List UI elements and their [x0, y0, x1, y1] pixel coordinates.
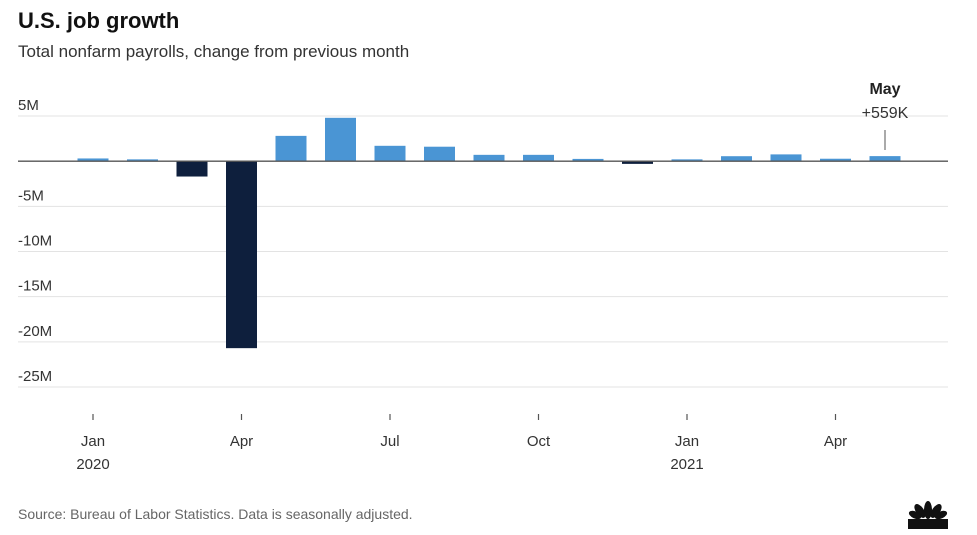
bar	[622, 161, 653, 164]
bar	[671, 159, 703, 162]
chart-title: U.S. job growth	[18, 8, 180, 33]
chart-subtitle: Total nonfarm payrolls, change from prev…	[18, 42, 410, 61]
bar	[820, 158, 851, 162]
bar	[275, 135, 307, 162]
bar	[374, 145, 406, 162]
y-tick-label: -10M	[18, 233, 52, 250]
x-tick-label: Jan	[81, 433, 105, 450]
bar	[523, 154, 554, 162]
cnbc-logo-icon	[908, 501, 948, 529]
x-tick-label: Oct	[527, 433, 551, 450]
y-tick-label: 5M	[18, 97, 39, 114]
x-tick-year-label: 2021	[670, 456, 703, 473]
bar	[127, 159, 158, 162]
bar	[77, 158, 109, 162]
bar	[572, 158, 604, 162]
y-tick-label: -5M	[18, 187, 44, 204]
x-tick-label: Jul	[380, 433, 399, 450]
bar	[424, 146, 455, 162]
y-tick-label: -20M	[18, 323, 52, 340]
bar	[176, 161, 208, 177]
x-tick-label: Apr	[824, 433, 847, 450]
y-tick-label: -25M	[18, 368, 52, 385]
x-tick-year-label: 2020	[76, 456, 109, 473]
x-tick-label: Apr	[230, 433, 253, 450]
annotation-value-label: +559K	[862, 105, 909, 122]
x-tick-label: Jan	[675, 433, 699, 450]
bar	[869, 156, 901, 162]
bar	[721, 156, 752, 162]
bar	[226, 161, 257, 349]
bar	[325, 117, 356, 162]
annotation-month-label: May	[869, 81, 900, 98]
bar	[770, 154, 802, 162]
bar	[473, 154, 505, 162]
y-tick-label: -15M	[18, 278, 52, 295]
source-note: Source: Bureau of Labor Statistics. Data…	[18, 506, 413, 522]
